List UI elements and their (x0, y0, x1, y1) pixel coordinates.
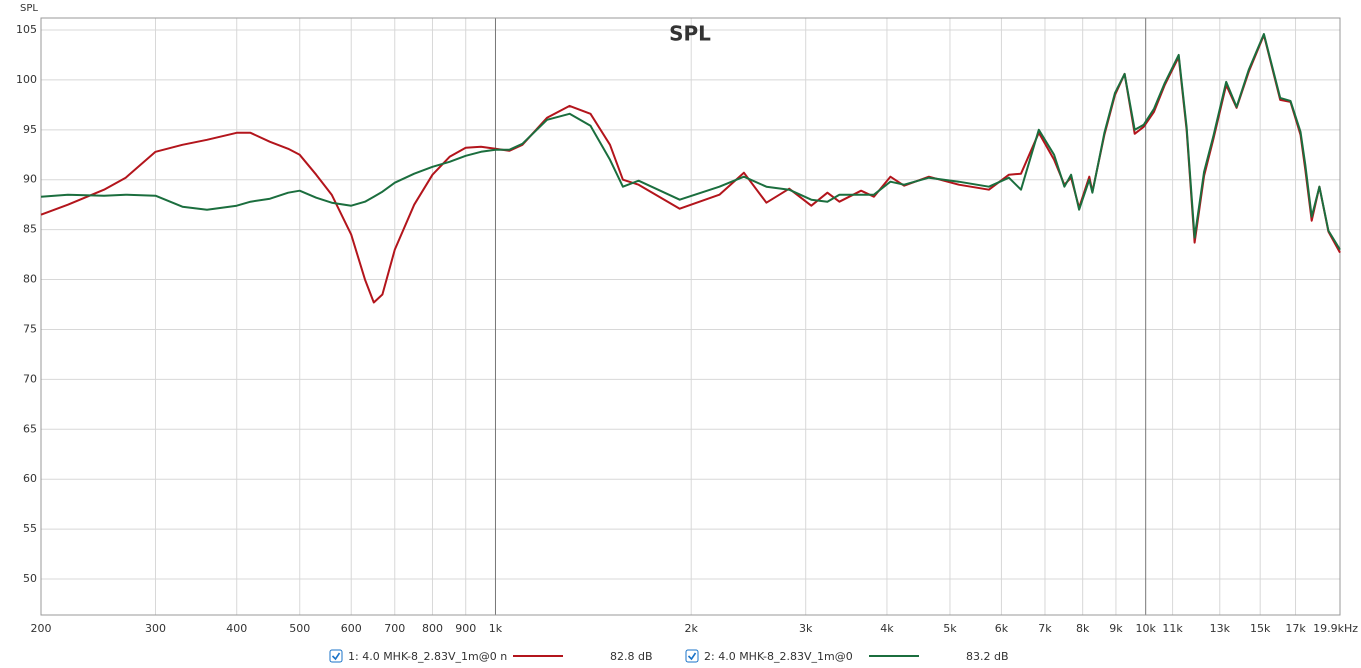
legend-level: 82.8 dB (610, 650, 653, 663)
x-tick-label: 5k (943, 622, 957, 635)
y-tick-label: 65 (23, 422, 37, 435)
x-tick-label: 9k (1109, 622, 1123, 635)
x-tick-label: 300 (145, 622, 166, 635)
x-tick-label: 11k (1162, 622, 1183, 635)
x-tick-label: 1k (489, 622, 503, 635)
y-tick-label: 80 (23, 273, 37, 286)
x-tick-label: 4k (880, 622, 894, 635)
y-tick-label: 60 (23, 472, 37, 485)
y-tick-label: 50 (23, 572, 37, 585)
y-tick-label: 75 (23, 322, 37, 335)
x-tick-label: 6k (995, 622, 1009, 635)
x-tick-label: 8k (1076, 622, 1090, 635)
y-tick-label: 105 (16, 23, 37, 36)
y-axis-label: SPL (20, 3, 38, 14)
legend-checkbox[interactable] (329, 649, 343, 663)
x-tick-label: 10k (1135, 622, 1156, 635)
legend-label: 1: 4.0 MHK-8_2.83V_1m@0 n (348, 650, 507, 663)
x-tick-label: 500 (289, 622, 310, 635)
legend-checkbox[interactable] (685, 649, 699, 663)
x-tick-label: 15k (1250, 622, 1271, 635)
y-tick-label: 100 (16, 73, 37, 86)
chart-title: SPL (669, 22, 711, 46)
x-tick-label: 600 (341, 622, 362, 635)
legend-checkmark[interactable] (687, 652, 697, 661)
y-tick-label: 70 (23, 372, 37, 385)
y-tick-label: 85 (23, 223, 37, 236)
x-tick-label: 400 (226, 622, 247, 635)
x-tick-label: 7k (1038, 622, 1052, 635)
x-tick-label: 17k (1285, 622, 1306, 635)
y-tick-label: 95 (23, 123, 37, 136)
legend-level: 83.2 dB (966, 650, 1009, 663)
x-tick-label: 13k (1210, 622, 1231, 635)
legend-label: 2: 4.0 MHK-8_2.83V_1m@0 (704, 650, 853, 663)
legend-checkmark[interactable] (331, 652, 341, 661)
x-tick-label: 900 (455, 622, 476, 635)
x-tick-label: 19.9kHz (1313, 622, 1358, 635)
series-line (40, 33, 1341, 251)
x-tick-label: 700 (384, 622, 405, 635)
y-tick-label: 55 (23, 522, 37, 535)
x-tick-label: 200 (31, 622, 52, 635)
plot-frame (40, 17, 1341, 616)
x-tick-label: 800 (422, 622, 443, 635)
x-tick-label: 3k (799, 622, 813, 635)
y-tick-label: 90 (23, 173, 37, 186)
x-tick-label: 2k (685, 622, 699, 635)
